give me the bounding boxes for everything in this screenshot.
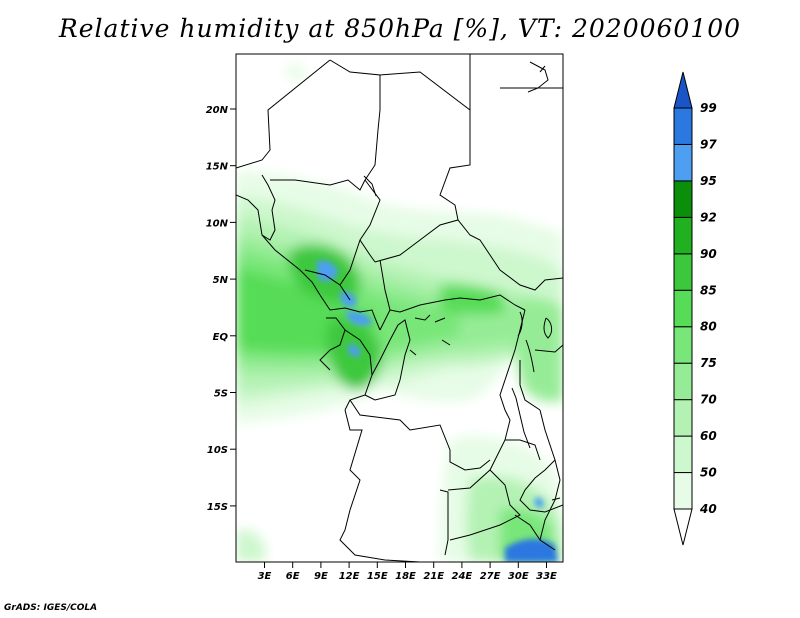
colorbar-segment — [673, 472, 693, 510]
colorbar: 40 50 60 70 75 80 85 90 92 95 97 99 — [673, 71, 717, 546]
lon-tick-label: 15E — [367, 571, 388, 582]
lon-tick-label: 6E — [286, 571, 300, 582]
colorbar-level-label: 95 — [700, 174, 717, 188]
colorbar-low-extension — [673, 508, 693, 546]
lat-tick-label: 15N — [206, 162, 229, 173]
lat-tick-label: 5N — [213, 275, 229, 286]
axis-ticks — [230, 108, 547, 568]
grads-credit: GrADS: IGES/COLA — [4, 603, 98, 613]
lat-tick-label: 10N — [206, 218, 229, 229]
colorbar-segment — [673, 143, 693, 182]
colorbar-segment — [673, 216, 693, 255]
colorbar-segment — [673, 435, 693, 474]
lon-tick-label: 12E — [339, 571, 360, 582]
colorbar-segment — [673, 107, 693, 145]
colorbar-segment — [673, 362, 693, 401]
country-boundaries — [236, 54, 563, 562]
colorbar-segment — [673, 180, 693, 218]
lat-tick-label: EQ — [213, 332, 229, 343]
map-title: Relative humidity at 850hPa [%], VT: 202… — [58, 14, 742, 43]
colorbar-level-label: 50 — [700, 466, 717, 480]
lon-tick-label: 33E — [536, 571, 557, 582]
lon-tick-label: 18E — [395, 571, 416, 582]
lon-tick-label: 21E — [423, 571, 444, 582]
lon-tick-label: 9E — [314, 571, 328, 582]
lon-tick-label: 3E — [258, 571, 272, 582]
colorbar-level-label: 75 — [700, 356, 717, 370]
axis-labels: 20N 15N 10N 5N EQ 5S 10S 15S 3E 6E 9E 12E 15E 18E 21E 2… — [206, 105, 557, 582]
lat-tick-label: 5S — [214, 389, 228, 400]
colorbar-segment — [673, 326, 693, 364]
lat-tick-label: 20N — [206, 105, 229, 116]
colorbar-level-label: 92 — [700, 210, 717, 224]
lat-tick-label: 10S — [207, 445, 228, 456]
colorbar-level-label: 97 — [700, 137, 717, 151]
colorbar-level-label: 70 — [700, 393, 717, 407]
lon-tick-label: 27E — [480, 571, 501, 582]
colorbar-segment — [673, 253, 693, 291]
colorbar-high-extension — [673, 71, 693, 109]
colorbar-level-label: 99 — [700, 101, 717, 115]
plot-frame — [235, 53, 564, 563]
colorbar-level-label: 90 — [700, 247, 717, 261]
lon-tick-label: 30E — [508, 571, 529, 582]
colorbar-level-label: 85 — [700, 283, 717, 297]
colorbar-segment — [673, 289, 693, 328]
lat-tick-label: 15S — [207, 502, 228, 513]
lon-tick-label: 24E — [452, 571, 473, 582]
colorbar-level-label: 40 — [699, 502, 717, 516]
colorbar-level-label: 60 — [700, 429, 717, 443]
colorbar-segment — [673, 399, 693, 437]
humidity-field — [236, 54, 563, 562]
colorbar-level-label: 80 — [700, 320, 717, 334]
